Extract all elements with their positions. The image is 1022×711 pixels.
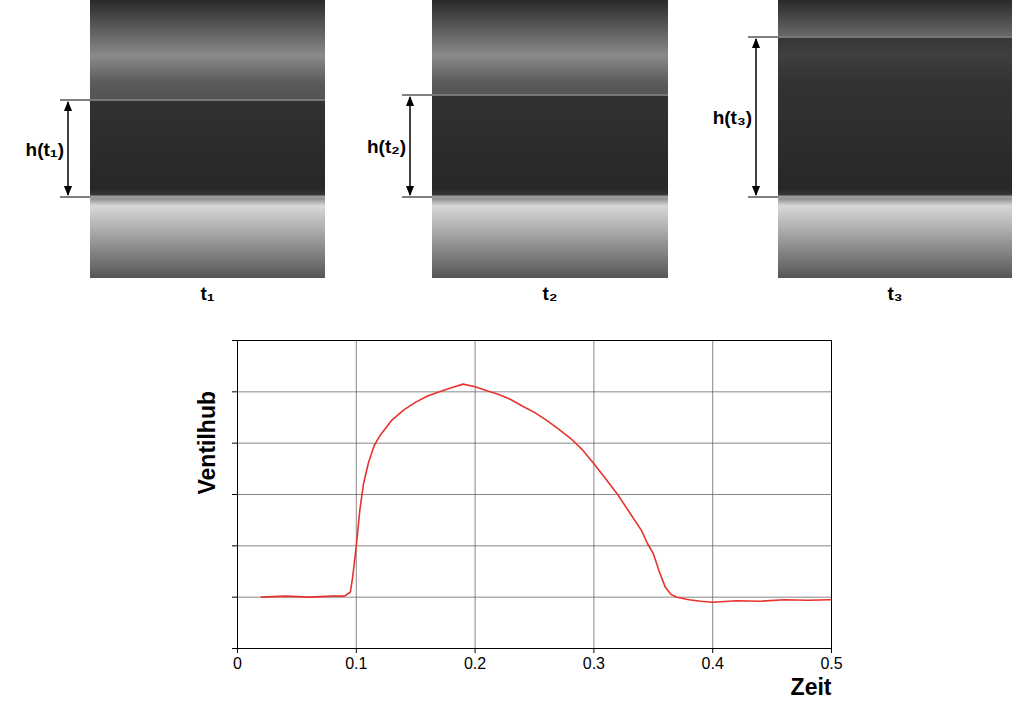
svg-text:0: 0 bbox=[233, 655, 242, 672]
svg-text:h(t₁): h(t₁) bbox=[26, 139, 64, 160]
svg-text:t₁: t₁ bbox=[200, 283, 214, 304]
svg-text:t₃: t₃ bbox=[887, 283, 902, 304]
svg-text:Ventilhub: Ventilhub bbox=[194, 391, 220, 495]
svg-text:0.3: 0.3 bbox=[583, 655, 605, 672]
svg-text:h(t₃): h(t₃) bbox=[713, 107, 752, 128]
svg-text:h(t₂): h(t₂) bbox=[367, 136, 406, 157]
svg-text:0.1: 0.1 bbox=[345, 655, 367, 672]
svg-text:0.4: 0.4 bbox=[702, 655, 724, 672]
svg-text:0.2: 0.2 bbox=[464, 655, 486, 672]
svg-text:0.5: 0.5 bbox=[820, 655, 842, 672]
svg-text:t₂: t₂ bbox=[543, 283, 558, 304]
svg-text:Zeit: Zeit bbox=[791, 674, 832, 700]
